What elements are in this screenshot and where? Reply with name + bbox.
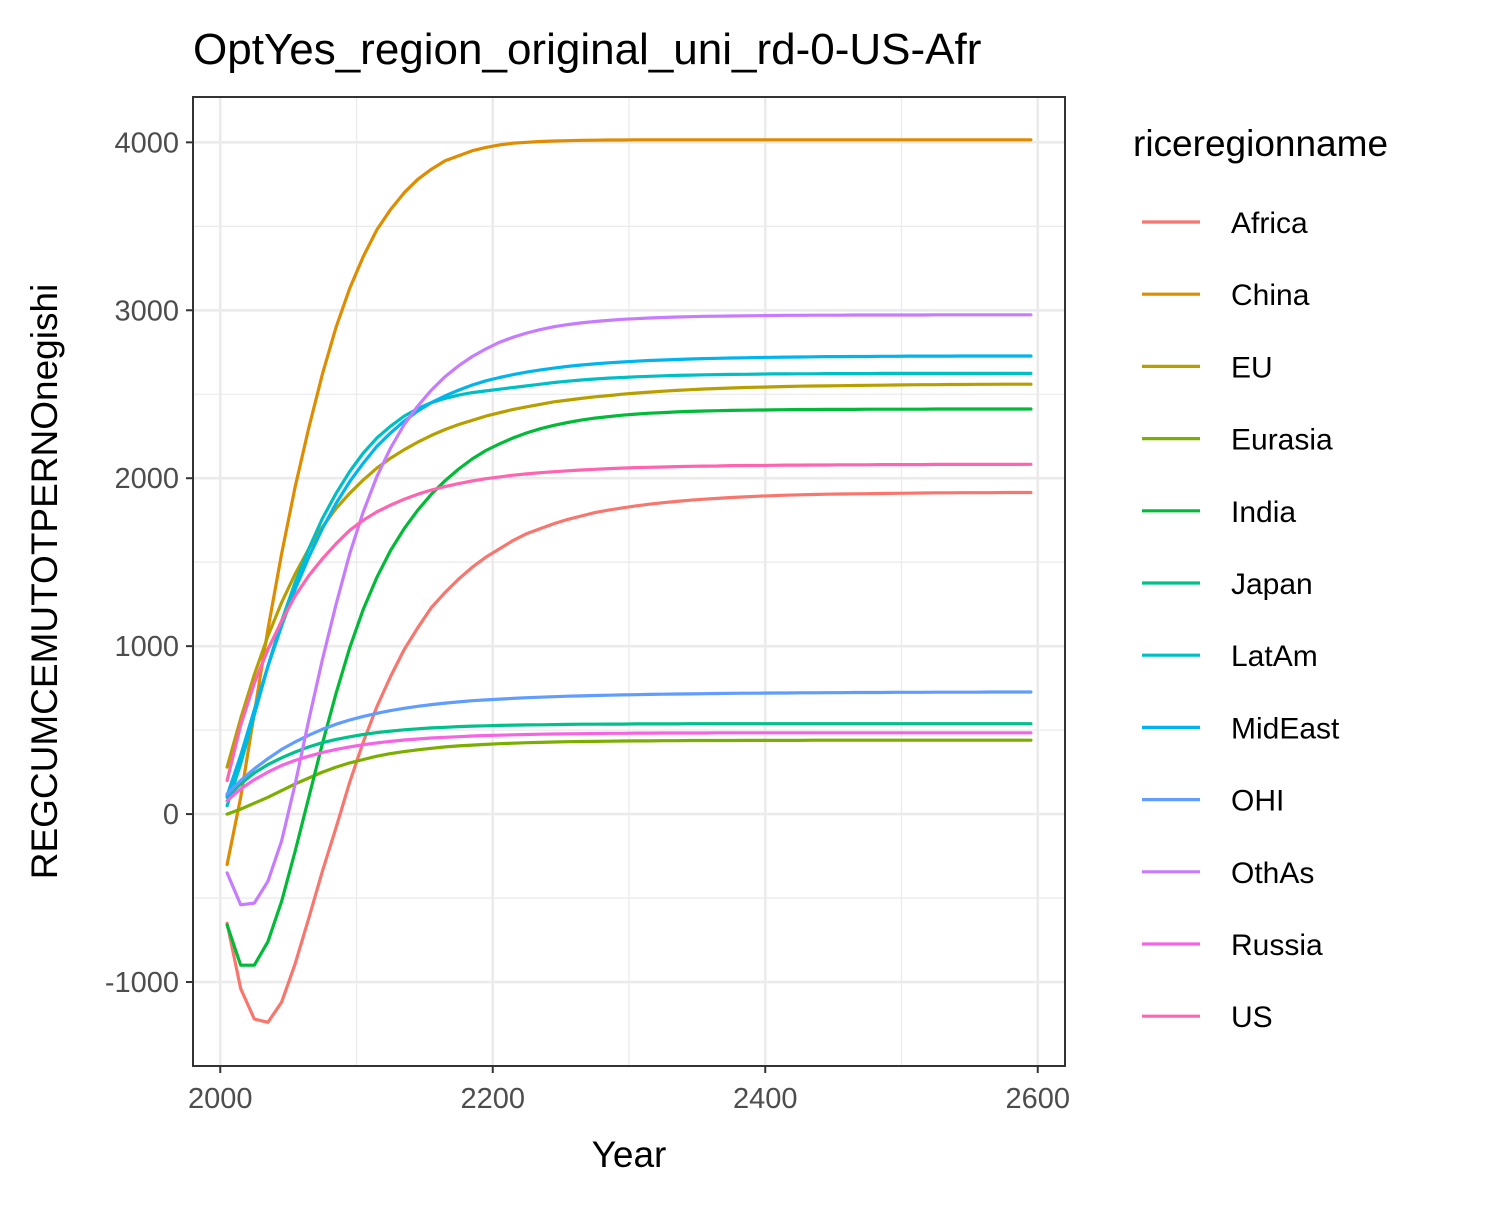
legend-label-us: US xyxy=(1231,1001,1273,1034)
y-tick-label: 0 xyxy=(163,799,179,831)
legend-label-latam: LatAm xyxy=(1231,640,1318,673)
grid xyxy=(193,97,1065,1066)
y-tick-label: 1000 xyxy=(114,631,179,663)
plot-panel-border xyxy=(192,96,1066,1067)
legend-label-japan: Japan xyxy=(1231,568,1313,601)
y-tick-label: 4000 xyxy=(114,127,179,159)
legend-label-africa: Africa xyxy=(1231,207,1308,240)
legend-label-china: China xyxy=(1231,279,1310,312)
legend-title: riceregionname xyxy=(1133,123,1388,164)
series-line-othas xyxy=(225,313,1033,907)
y-tick-label: -1000 xyxy=(105,967,179,999)
series-line-mideast xyxy=(225,354,1033,798)
series-line-latam xyxy=(225,371,1033,808)
x-axis-title: Year xyxy=(592,1134,667,1175)
series-lines xyxy=(225,138,1033,1024)
series-line-eurasia xyxy=(225,738,1033,816)
series-line-india xyxy=(225,407,1033,967)
series-line-us xyxy=(225,462,1033,783)
legend: riceregionname Africa China EU Eurasia India… xyxy=(1133,123,1388,1034)
x-tick-label: 2200 xyxy=(460,1083,525,1115)
series-line-eu xyxy=(225,382,1033,769)
legend-label-india: India xyxy=(1231,496,1296,529)
series-line-africa xyxy=(225,490,1033,1024)
y-tick-label: 2000 xyxy=(114,463,179,495)
axes: 2000 2200 2400 2600 -1000 0 1000 2000 3000 4000 xyxy=(105,127,1070,1115)
y-tick-label: 3000 xyxy=(114,295,179,327)
x-tick-label: 2000 xyxy=(188,1083,253,1115)
series-line-russia xyxy=(225,731,1033,803)
legend-label-ohi: OHI xyxy=(1231,785,1284,818)
x-tick-label: 2600 xyxy=(1005,1083,1070,1115)
legend-label-russia: Russia xyxy=(1231,929,1323,962)
series-line-japan xyxy=(225,722,1033,799)
legend-label-eu: EU xyxy=(1231,351,1273,384)
legend-label-eurasia: Eurasia xyxy=(1231,424,1333,457)
series-line-ohi xyxy=(225,690,1033,796)
chart-title: OptYes_region_original_uni_rd-0-US-Afr xyxy=(193,25,981,74)
legend-label-mideast: MidEast xyxy=(1231,712,1340,745)
series-line-china xyxy=(225,138,1033,867)
legend-label-othas: OthAs xyxy=(1231,857,1314,890)
x-tick-label: 2400 xyxy=(733,1083,798,1115)
y-axis-title: REGCUMCEMUTOTPERNOnegishi xyxy=(24,284,65,880)
